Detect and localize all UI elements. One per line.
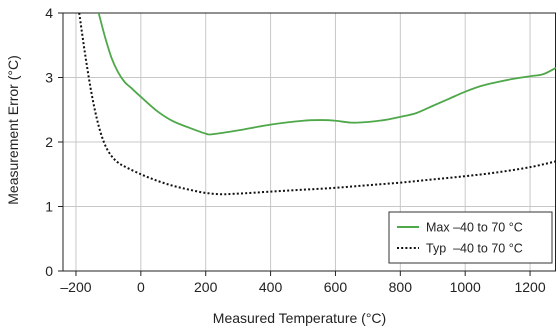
x-tick-label: –200: [60, 279, 91, 295]
series-layer: [78, 13, 556, 196]
x-tick-label: 1200: [514, 279, 545, 295]
series-line-typ: [78, 13, 556, 196]
y-axis-title: Measurement Error (°C): [5, 55, 21, 205]
x-tick-label: 1000: [450, 279, 481, 295]
y-tick-label: 4: [45, 5, 53, 21]
legend-label-typ: Typ –40 to 70 °C: [426, 242, 523, 256]
x-tick-label: 800: [389, 279, 413, 295]
y-tick-label: 1: [45, 199, 53, 215]
y-tick-label: 2: [45, 134, 53, 150]
x-tick-label: 200: [194, 279, 218, 295]
x-tick-label: 0: [137, 279, 145, 295]
legend: Max –40 to 70 °C Typ –40 to 70 °C: [388, 211, 553, 264]
y-tick-label: 3: [45, 70, 53, 86]
y-tick-label: 0: [45, 263, 53, 279]
series-line-max: [97, 13, 556, 136]
x-tick-label: 600: [324, 279, 348, 295]
x-tick-label: 400: [259, 279, 283, 295]
legend-label-max: Max –40 to 70 °C: [426, 221, 523, 235]
x-axis-title: Measured Temperature (°C): [213, 310, 386, 326]
tick-layer: –200 0 200 400 600 800 1000 1200 0 1 2 3 4: [45, 5, 546, 295]
legend-box: [388, 211, 553, 264]
